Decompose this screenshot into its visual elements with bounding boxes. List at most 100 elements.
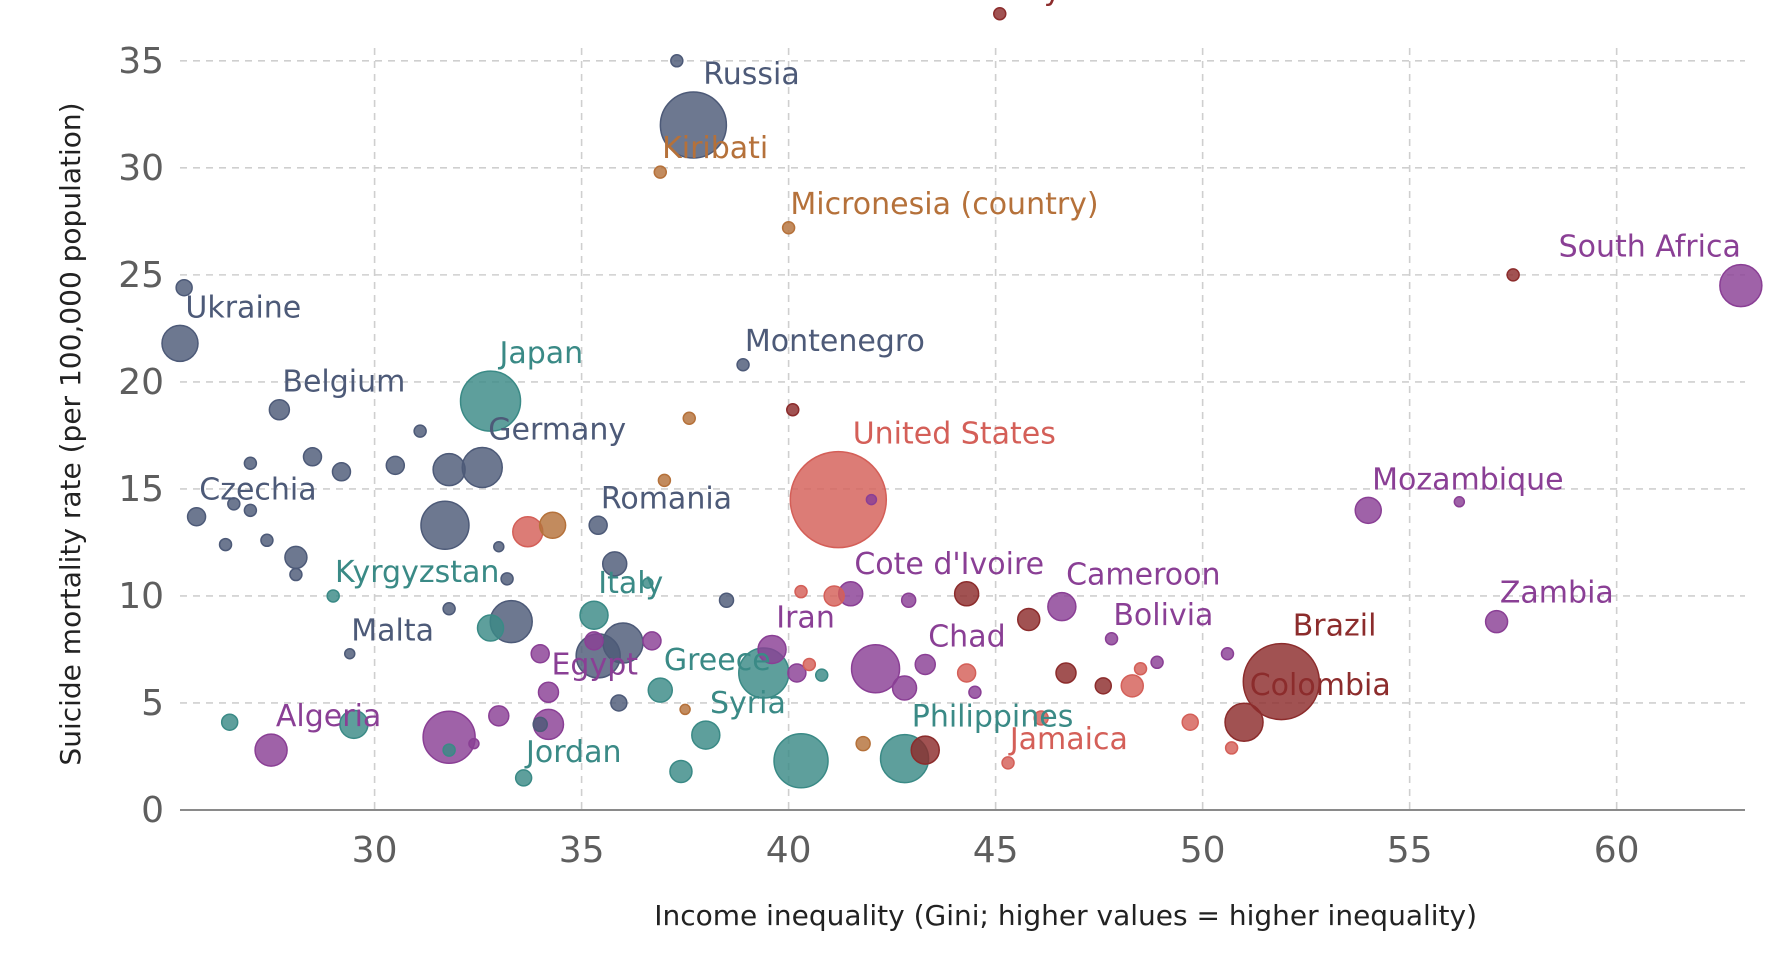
bubble-chad[interactable]: [914, 653, 936, 676]
bubble[interactable]: [900, 592, 917, 608]
bubble-mozambique[interactable]: [1354, 496, 1382, 525]
bubble-malta[interactable]: [343, 647, 356, 660]
bubble[interactable]: [243, 456, 258, 470]
bubble-egypt[interactable]: [537, 681, 560, 704]
bubble[interactable]: [260, 533, 274, 548]
bubble-south-africa[interactable]: [1719, 263, 1763, 308]
bubble[interactable]: [331, 462, 352, 482]
bubble[interactable]: [679, 703, 691, 716]
bubble[interactable]: [1033, 710, 1049, 726]
bubble[interactable]: [476, 614, 505, 642]
bubble-ukraine[interactable]: [161, 324, 199, 363]
bubble-italy[interactable]: [579, 600, 609, 630]
y-tick-label: 10: [118, 576, 164, 617]
bubble[interactable]: [218, 537, 233, 552]
bubble[interactable]: [1181, 713, 1199, 731]
bubble[interactable]: [773, 733, 829, 789]
bubble-jamaica[interactable]: [1001, 756, 1015, 770]
bubble[interactable]: [794, 584, 808, 599]
bubble[interactable]: [385, 455, 406, 476]
bubble[interactable]: [1506, 268, 1520, 282]
bubble[interactable]: [601, 551, 628, 577]
bubble[interactable]: [956, 663, 977, 683]
bubble[interactable]: [610, 694, 628, 712]
bubble[interactable]: [422, 710, 476, 764]
bubble-guyana[interactable]: [993, 6, 1007, 21]
bubble[interactable]: [669, 759, 693, 784]
bubble[interactable]: [413, 424, 427, 438]
bubble[interactable]: [670, 54, 684, 68]
bubble[interactable]: [500, 572, 514, 586]
bubble-united-states[interactable]: [789, 450, 888, 549]
bubble[interactable]: [786, 402, 800, 417]
bubble[interactable]: [512, 515, 544, 548]
bubble-romania[interactable]: [588, 515, 608, 536]
bubble[interactable]: [175, 278, 193, 297]
bubble[interactable]: [823, 585, 845, 607]
bubble[interactable]: [910, 735, 940, 765]
bubble-kiribati[interactable]: [653, 165, 668, 179]
bubble-cameroon[interactable]: [1047, 591, 1077, 622]
y-tick-label: 15: [118, 469, 164, 510]
bubble-kyrgyzstan[interactable]: [326, 589, 340, 603]
bubble-belgium[interactable]: [268, 398, 291, 421]
bubble-russia[interactable]: [659, 91, 728, 159]
bubble[interactable]: [1220, 646, 1235, 661]
bubble[interactable]: [1094, 677, 1113, 695]
bubble[interactable]: [682, 411, 696, 426]
bubble-syria[interactable]: [691, 720, 721, 750]
bubble[interactable]: [787, 663, 807, 683]
bubble[interactable]: [1133, 661, 1148, 676]
bubble-japan[interactable]: [459, 370, 522, 432]
bubble-colombia[interactable]: [1224, 702, 1264, 742]
bubble[interactable]: [953, 581, 980, 607]
bubble[interactable]: [718, 592, 735, 608]
bubble[interactable]: [814, 668, 829, 682]
bubble[interactable]: [1224, 741, 1239, 755]
bubble[interactable]: [1016, 607, 1041, 632]
bubble[interactable]: [1453, 496, 1466, 508]
bubble[interactable]: [538, 511, 567, 540]
bubble[interactable]: [584, 631, 604, 651]
x-tick-label: 60: [1594, 830, 1640, 871]
bubble[interactable]: [488, 705, 510, 727]
bubble[interactable]: [1055, 662, 1077, 684]
bubble-czechia[interactable]: [186, 506, 207, 527]
bubble[interactable]: [339, 709, 369, 740]
bubble[interactable]: [530, 643, 550, 664]
bubble[interactable]: [865, 493, 878, 506]
bubble[interactable]: [493, 540, 505, 553]
bubble[interactable]: [1120, 674, 1144, 698]
bubble-iran[interactable]: [757, 634, 787, 665]
bubble[interactable]: [1150, 655, 1164, 670]
bubble[interactable]: [855, 735, 871, 752]
bubble-germany[interactable]: [461, 446, 503, 489]
bubble-bolivia[interactable]: [1104, 632, 1119, 646]
bubble[interactable]: [289, 567, 303, 582]
bubble[interactable]: [220, 713, 239, 731]
bubble[interactable]: [468, 737, 480, 750]
bubble[interactable]: [802, 657, 817, 672]
bubble[interactable]: [302, 447, 323, 467]
bubble-montenegro[interactable]: [736, 358, 750, 372]
bubble-greece[interactable]: [647, 677, 674, 703]
bubble[interactable]: [657, 473, 672, 488]
bubble[interactable]: [850, 643, 901, 694]
bubble-brazil[interactable]: [1242, 642, 1321, 721]
bubble[interactable]: [891, 675, 918, 701]
bubble[interactable]: [532, 716, 548, 733]
bubble[interactable]: [968, 685, 982, 700]
bubble-zambia[interactable]: [1484, 609, 1509, 634]
bubble-micronesia-country-[interactable]: [781, 221, 796, 235]
bubble-algeria[interactable]: [254, 733, 288, 767]
bubble[interactable]: [642, 631, 662, 651]
bubble[interactable]: [227, 497, 241, 511]
bubble[interactable]: [642, 577, 654, 589]
bubble[interactable]: [243, 503, 258, 518]
bubble[interactable]: [432, 452, 466, 487]
bubble[interactable]: [284, 545, 308, 570]
bubble[interactable]: [442, 743, 456, 757]
bubble[interactable]: [442, 602, 456, 616]
bubble[interactable]: [420, 500, 470, 551]
bubble-jordan[interactable]: [514, 769, 533, 787]
